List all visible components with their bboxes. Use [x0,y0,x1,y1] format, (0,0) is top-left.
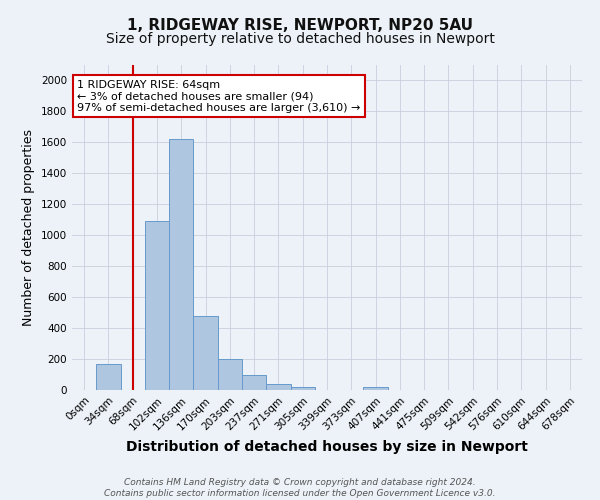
Text: Contains HM Land Registry data © Crown copyright and database right 2024.
Contai: Contains HM Land Registry data © Crown c… [104,478,496,498]
Bar [290,387,315,390]
Text: 1, RIDGEWAY RISE, NEWPORT, NP20 5AU: 1, RIDGEWAY RISE, NEWPORT, NP20 5AU [127,18,473,32]
Bar [145,222,169,390]
X-axis label: Distribution of detached houses by size in Newport: Distribution of detached houses by size … [126,440,528,454]
Bar [169,140,193,390]
Text: Size of property relative to detached houses in Newport: Size of property relative to detached ho… [106,32,494,46]
Bar [96,364,121,390]
Y-axis label: Number of detached properties: Number of detached properties [22,129,35,326]
Bar [266,384,290,390]
Bar [364,387,388,390]
Bar [193,316,218,390]
Bar [218,359,242,390]
Bar [242,374,266,390]
Text: 1 RIDGEWAY RISE: 64sqm
← 3% of detached houses are smaller (94)
97% of semi-deta: 1 RIDGEWAY RISE: 64sqm ← 3% of detached … [77,80,361,113]
